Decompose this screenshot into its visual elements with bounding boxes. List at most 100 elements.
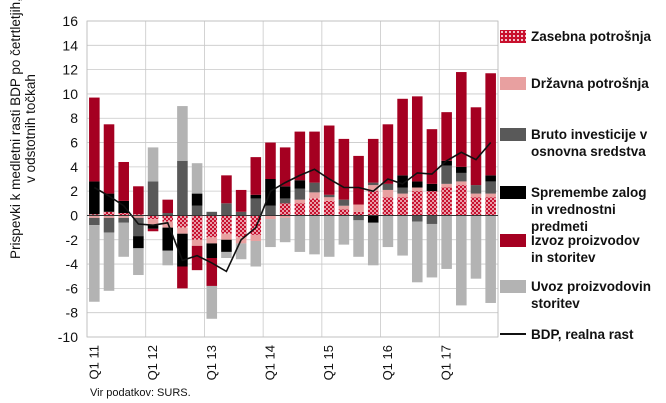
bar-segment: [411, 191, 423, 216]
x-tick-label: Q1 12: [145, 345, 160, 380]
bar-segment: [250, 215, 262, 235]
plot-frame: [86, 20, 499, 338]
bar-segment: [89, 215, 100, 218]
bar-segment: [338, 209, 350, 216]
bar-segment: [294, 180, 306, 189]
bar-segment: [485, 193, 496, 198]
bar-segment: [397, 193, 408, 198]
bar-segment: [118, 161, 129, 201]
bar-segment: [279, 186, 291, 199]
legend-label: Spremembe zalog in vrednostni predmeti: [531, 185, 647, 234]
y-tick-label: -10: [58, 329, 78, 345]
bar-segment: [294, 131, 306, 181]
bar-segment: [323, 125, 335, 195]
bar-segment: [309, 131, 320, 183]
legend-label: Državna potrošnja: [531, 76, 649, 91]
bar-segment: [441, 112, 452, 161]
bar-segment: [411, 187, 423, 192]
bar-segment: [89, 181, 100, 215]
bar-segment: [147, 147, 159, 182]
bar-segment: [309, 182, 320, 193]
bar-segment: [103, 124, 115, 194]
bar-segment: [353, 220, 364, 257]
bar-segment: [89, 225, 100, 302]
bar-segment: [441, 165, 452, 184]
bar-segment: [133, 215, 144, 218]
bar-segment: [235, 243, 247, 260]
bar-segment: [441, 183, 452, 188]
y-tick-label: 4: [70, 159, 78, 175]
bar-segment: [250, 240, 262, 267]
legend-label: Uvoz proizvodovin storitev: [531, 279, 652, 311]
y-tick-label: -2: [66, 232, 79, 248]
bar-segment: [470, 185, 482, 194]
bar-segment: [411, 181, 423, 188]
legend-swatch: [500, 333, 526, 335]
y-axis-label: Prispevki k medletni rasti BDP po četrtl…: [8, 0, 38, 259]
bar-segment: [456, 181, 467, 186]
bar-segment: [485, 181, 496, 194]
bar-segment: [162, 213, 174, 216]
gdp-line: [93, 141, 492, 273]
bar-segment: [162, 215, 174, 222]
y-tick-label: 12: [62, 62, 78, 78]
bar-segment: [338, 138, 350, 200]
bar-segment: [426, 183, 438, 192]
bar-segment: [441, 215, 452, 269]
bar-series: [89, 72, 496, 319]
bar-segment: [323, 197, 335, 201]
bar-segment: [147, 181, 159, 216]
bar-segment: [456, 215, 467, 306]
bar-segment: [382, 215, 394, 248]
bar-segment: [456, 172, 467, 182]
y-tick-label: 16: [62, 13, 78, 29]
x-tick-label: Q1 16: [380, 345, 395, 380]
legend-swatch: [500, 186, 526, 199]
bar-segment: [221, 175, 232, 204]
bar-segment: [470, 107, 482, 186]
bar-segment: [162, 227, 174, 251]
bar-segment: [397, 98, 408, 176]
bar-segment: [235, 211, 247, 216]
bar-segment: [235, 189, 247, 212]
bar-segment: [221, 239, 232, 252]
bar-segment: [426, 215, 438, 224]
bar-segment: [411, 221, 423, 283]
bar-segment: [367, 222, 379, 266]
bar-segment: [470, 215, 482, 279]
bar-segment: [103, 217, 115, 233]
bar-segment: [382, 183, 394, 190]
bar-segment: [367, 191, 379, 216]
bar-segment: [103, 232, 115, 291]
legend-label: Bruto investicije v osnovna sredstva: [531, 127, 648, 159]
bar-segment: [353, 215, 364, 221]
x-tick-label: Q1 17: [439, 345, 454, 380]
bar-segment: [177, 266, 188, 289]
bar-segment: [265, 219, 276, 248]
bar-segment: [456, 185, 467, 216]
bar-segment: [279, 215, 291, 218]
bar-segment: [133, 214, 144, 216]
bar-segment: [206, 237, 218, 244]
bar-segment: [338, 199, 350, 206]
bar-segment: [133, 186, 144, 215]
bar-segment: [191, 215, 203, 240]
bar-segment: [411, 96, 423, 182]
bar-segment: [191, 239, 203, 246]
axes: -10 -8 -6 -4 -2 0 2 4 6 8 10 12 14 16 Q1 11 Q1 12 Q1 13 Q…: [58, 13, 498, 380]
bar-segment: [397, 175, 408, 188]
bar-segment: [118, 213, 129, 216]
bar-segment: [221, 233, 232, 240]
bar-segment: [89, 97, 100, 182]
y-tick-label: 14: [62, 37, 78, 53]
bar-segment: [265, 142, 276, 179]
bar-segment: [133, 217, 144, 237]
bar-segment: [221, 203, 232, 216]
bar-segment: [323, 215, 335, 257]
x-tick-label: Q1 13: [204, 345, 219, 380]
y-tick-label: 8: [70, 110, 78, 126]
bar-segment: [177, 106, 188, 161]
bar-segment: [338, 205, 350, 210]
bar-segment: [147, 219, 159, 226]
